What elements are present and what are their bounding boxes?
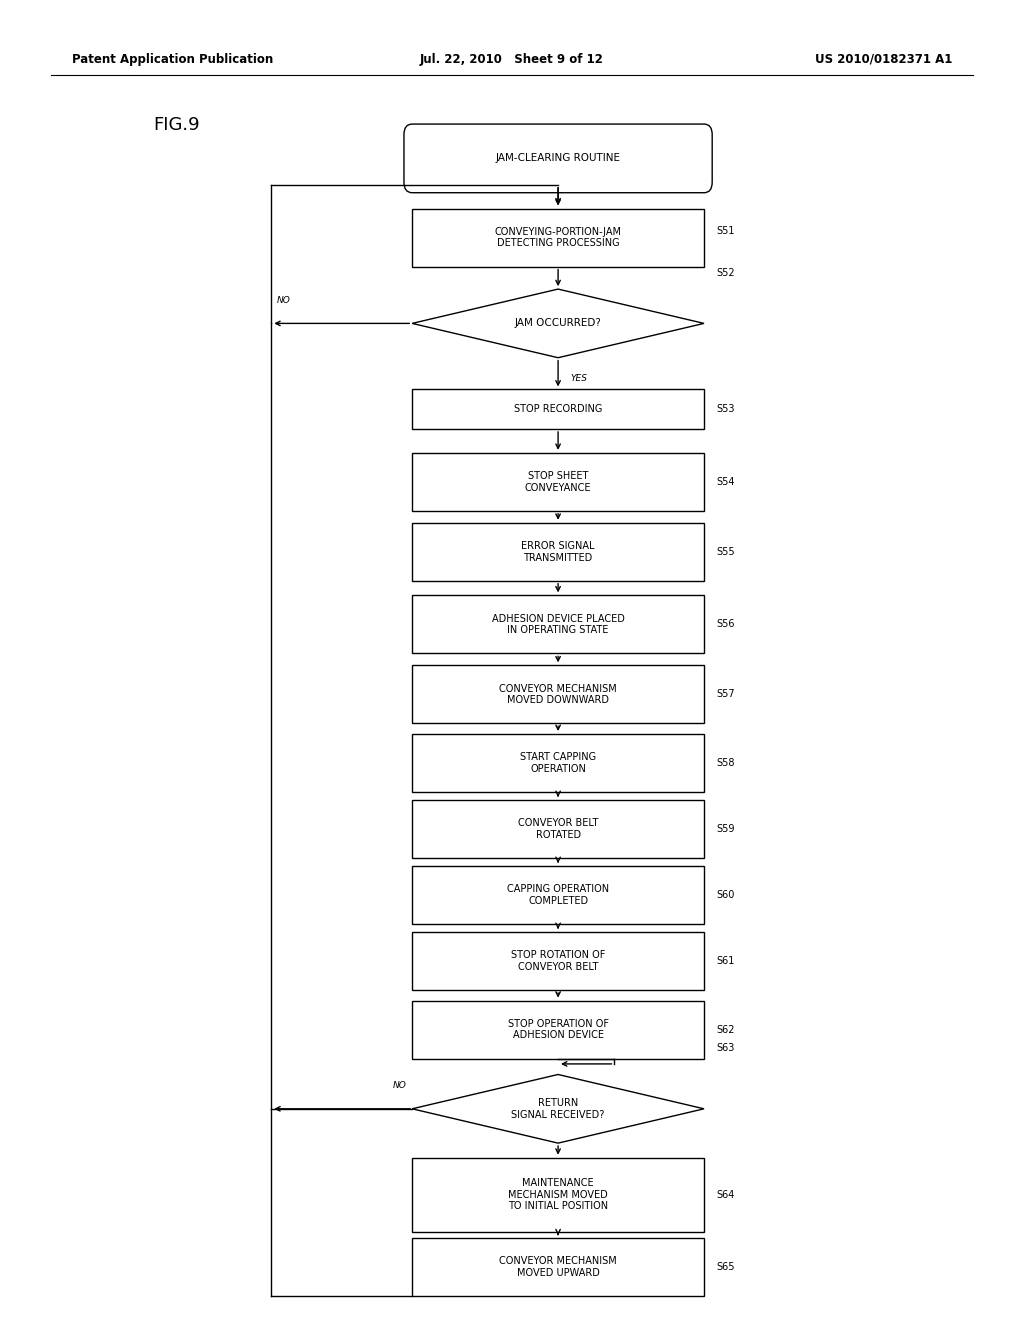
Polygon shape	[413, 1074, 705, 1143]
Text: CAPPING OPERATION
COMPLETED: CAPPING OPERATION COMPLETED	[507, 884, 609, 906]
Text: JAM OCCURRED?: JAM OCCURRED?	[515, 318, 601, 329]
Text: S64: S64	[717, 1189, 734, 1200]
FancyBboxPatch shape	[413, 932, 705, 990]
Text: STOP ROTATION OF
CONVEYOR BELT: STOP ROTATION OF CONVEYOR BELT	[511, 950, 605, 972]
Text: S56: S56	[717, 619, 735, 630]
Text: S55: S55	[717, 546, 735, 557]
FancyBboxPatch shape	[413, 734, 705, 792]
Text: CONVEYOR MECHANISM
MOVED DOWNWARD: CONVEYOR MECHANISM MOVED DOWNWARD	[500, 684, 616, 705]
FancyBboxPatch shape	[413, 1238, 705, 1296]
FancyBboxPatch shape	[413, 523, 705, 581]
FancyBboxPatch shape	[413, 595, 705, 653]
Text: CONVEYING-PORTION-JAM
DETECTING PROCESSING: CONVEYING-PORTION-JAM DETECTING PROCESSI…	[495, 227, 622, 248]
Polygon shape	[413, 289, 705, 358]
FancyBboxPatch shape	[413, 800, 705, 858]
Text: Jul. 22, 2010   Sheet 9 of 12: Jul. 22, 2010 Sheet 9 of 12	[420, 53, 604, 66]
FancyBboxPatch shape	[413, 665, 705, 723]
Text: STOP SHEET
CONVEYANCE: STOP SHEET CONVEYANCE	[525, 471, 591, 492]
Text: NO: NO	[276, 296, 291, 305]
Text: S51: S51	[717, 226, 735, 236]
Text: S60: S60	[717, 890, 734, 900]
FancyBboxPatch shape	[413, 209, 705, 267]
Text: S65: S65	[717, 1262, 735, 1272]
Text: S59: S59	[717, 824, 735, 834]
FancyBboxPatch shape	[413, 1001, 705, 1059]
Text: S57: S57	[717, 689, 735, 700]
Text: STOP RECORDING: STOP RECORDING	[514, 404, 602, 414]
Text: STOP OPERATION OF
ADHESION DEVICE: STOP OPERATION OF ADHESION DEVICE	[508, 1019, 608, 1040]
Text: S62: S62	[717, 1024, 735, 1035]
Text: YES: YES	[570, 374, 588, 383]
FancyBboxPatch shape	[404, 124, 713, 193]
Text: RETURN
SIGNAL RECEIVED?: RETURN SIGNAL RECEIVED?	[511, 1098, 605, 1119]
Text: S61: S61	[717, 956, 734, 966]
Text: NO: NO	[393, 1081, 408, 1090]
Text: CONVEYOR MECHANISM
MOVED UPWARD: CONVEYOR MECHANISM MOVED UPWARD	[500, 1257, 616, 1278]
FancyBboxPatch shape	[413, 389, 705, 429]
Text: FIG.9: FIG.9	[154, 116, 201, 135]
FancyBboxPatch shape	[413, 1158, 705, 1232]
Text: YES: YES	[570, 1159, 588, 1168]
Text: CONVEYOR BELT
ROTATED: CONVEYOR BELT ROTATED	[518, 818, 598, 840]
Text: START CAPPING
OPERATION: START CAPPING OPERATION	[520, 752, 596, 774]
Text: S53: S53	[717, 404, 735, 414]
Text: Patent Application Publication: Patent Application Publication	[72, 53, 273, 66]
Text: JAM-CLEARING ROUTINE: JAM-CLEARING ROUTINE	[496, 153, 621, 164]
Text: S54: S54	[717, 477, 735, 487]
Text: ADHESION DEVICE PLACED
IN OPERATING STATE: ADHESION DEVICE PLACED IN OPERATING STAT…	[492, 614, 625, 635]
Text: ERROR SIGNAL
TRANSMITTED: ERROR SIGNAL TRANSMITTED	[521, 541, 595, 562]
Text: S52: S52	[717, 268, 735, 279]
FancyBboxPatch shape	[413, 866, 705, 924]
Text: S58: S58	[717, 758, 735, 768]
Text: S63: S63	[717, 1043, 734, 1053]
FancyBboxPatch shape	[413, 453, 705, 511]
Text: MAINTENANCE
MECHANISM MOVED
TO INITIAL POSITION: MAINTENANCE MECHANISM MOVED TO INITIAL P…	[508, 1177, 608, 1212]
Text: US 2010/0182371 A1: US 2010/0182371 A1	[815, 53, 952, 66]
